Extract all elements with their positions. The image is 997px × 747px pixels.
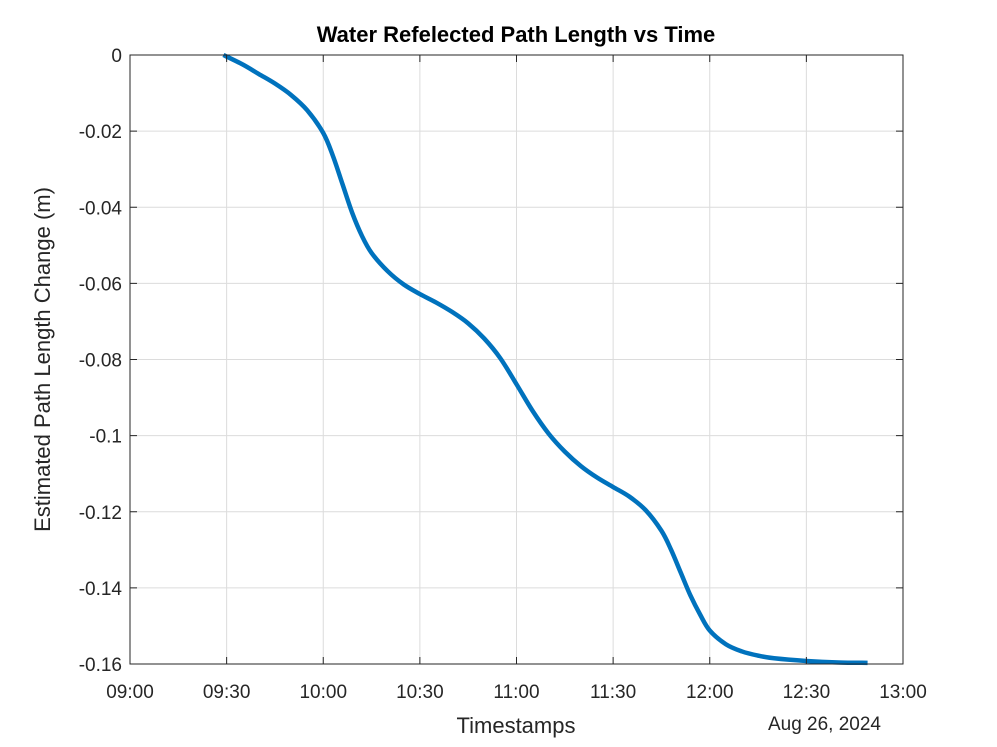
x-tick-label: 13:00 <box>879 682 927 703</box>
series-line <box>222 52 868 666</box>
x-tick-label: 11:30 <box>590 682 636 703</box>
x-tick-label: 09:00 <box>106 682 154 703</box>
y-tick-label: -0.08 <box>79 351 122 372</box>
series-layer <box>222 52 868 666</box>
x-tick-label: 11:00 <box>493 682 539 703</box>
y-tick-label: 0 <box>111 46 122 67</box>
y-axis-label: Estimated Path Length Change (m) <box>30 187 55 532</box>
y-tick-label: -0.16 <box>79 655 122 676</box>
y-tick-label: -0.04 <box>79 198 123 219</box>
date-label: Aug 26, 2024 <box>768 714 881 735</box>
y-tick-label: -0.1 <box>89 427 122 448</box>
x-tick-label: 10:00 <box>299 682 347 703</box>
y-tick-label: -0.06 <box>79 274 122 295</box>
y-tick-label: -0.14 <box>79 579 123 600</box>
chart-title: Water Refelected Path Length vs Time <box>317 22 716 47</box>
x-tick-label: 12:00 <box>686 682 734 703</box>
x-tick-label: 10:30 <box>396 682 444 703</box>
x-tick-label: 09:30 <box>203 682 251 703</box>
ticks <box>129 54 904 665</box>
x-axis-label: Timestamps <box>457 713 576 738</box>
tick-labels: 09:00 09:30 10:00 10:30 11:00 11:30 12:00 12:30… <box>79 46 927 703</box>
y-tick-label: -0.02 <box>79 122 122 143</box>
y-tick-label: -0.12 <box>79 503 122 524</box>
x-tick-label: 12:30 <box>783 682 831 703</box>
grid <box>129 54 904 665</box>
